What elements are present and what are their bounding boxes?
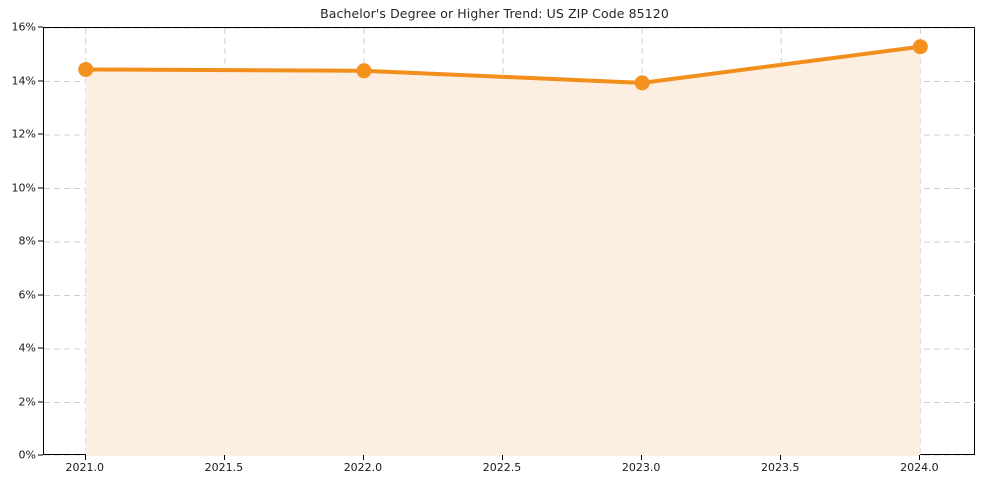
plot-area: [43, 27, 976, 456]
y-axis-tick-marks: [37, 26, 43, 456]
chart-plot-svg: [44, 28, 976, 456]
x-axis-tick-mark: [919, 455, 921, 460]
x-axis-tick-mark: [223, 455, 225, 460]
x-axis-tick-marks: [43, 455, 975, 461]
x-axis-tick-mark: [780, 455, 782, 460]
y-axis-tick-label: 12%: [11, 127, 36, 141]
data-point-marker[interactable]: [912, 39, 928, 55]
y-axis-tick-mark: [38, 294, 43, 295]
x-axis-tick-label: 2021.5: [204, 461, 244, 474]
x-axis-tick-label: 2022.5: [482, 461, 522, 474]
chart-title: Bachelor's Degree or Higher Trend: US ZI…: [320, 6, 669, 21]
x-axis-tick-mark: [362, 455, 364, 460]
y-axis-tick-mark: [38, 133, 43, 135]
y-axis-tick-mark: [38, 26, 43, 28]
data-point-marker[interactable]: [78, 61, 94, 77]
x-axis-tick-mark: [641, 455, 643, 460]
x-axis-tick-label: 2023.0: [621, 461, 661, 474]
y-axis-tick-mark: [38, 187, 43, 188]
y-axis-tick-label: 16%: [11, 20, 36, 34]
trend-line: [83, 44, 923, 85]
area-fill: [85, 46, 921, 456]
y-axis-tick-label: 8%: [18, 234, 36, 248]
x-axis-tick-labels: 2021.0 2021.5 2022.0 2022.5 2023.0 2023.5 2024…: [43, 461, 975, 481]
y-axis-tick-mark: [38, 80, 43, 81]
x-axis-tick-mark: [502, 455, 504, 460]
y-axis-tick-label: 4%: [18, 341, 36, 355]
y-axis-tick-label: 0%: [18, 448, 36, 462]
y-axis-tick-labels: 0% 2% 4% 6% 8% 10% 12% 14% 16%: [0, 21, 36, 462]
y-axis-tick-label: 14%: [11, 74, 36, 87]
x-axis-tick-label: 2024.0: [900, 461, 939, 474]
y-axis-tick-label: 2%: [18, 395, 36, 408]
x-axis-tick-mark: [84, 455, 86, 460]
y-axis-tick-label: 6%: [18, 288, 36, 301]
y-axis-tick-label: 10%: [11, 181, 36, 194]
y-axis-tick-mark: [38, 347, 43, 349]
x-axis-tick-label: 2023.5: [761, 461, 800, 474]
data-point-markers: [78, 39, 928, 91]
y-axis-tick-mark: [38, 401, 43, 402]
y-axis-tick-mark: [38, 454, 43, 456]
x-axis-tick-label: 2021.0: [65, 461, 104, 474]
x-axis-tick-label: 2022.0: [343, 461, 383, 474]
data-point-marker[interactable]: [356, 63, 372, 79]
y-axis-tick-mark: [38, 240, 43, 242]
data-point-marker[interactable]: [634, 75, 650, 91]
